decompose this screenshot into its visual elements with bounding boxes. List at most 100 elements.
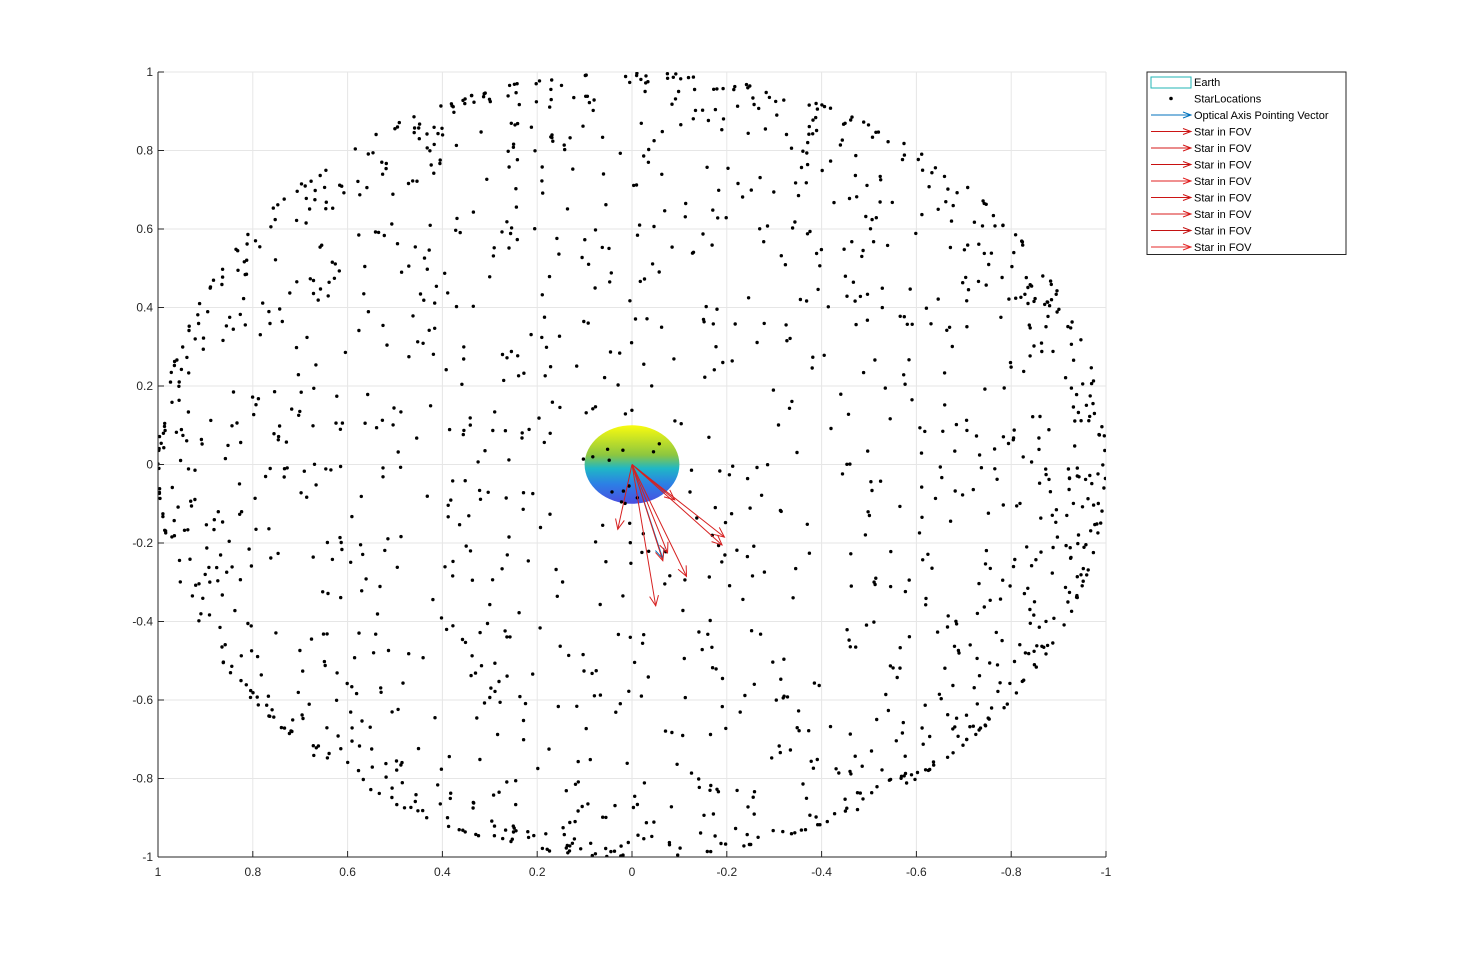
star-point: [278, 307, 282, 311]
star-point: [1034, 665, 1039, 669]
star-point: [356, 179, 360, 184]
star-point: [228, 671, 233, 675]
star-point: [460, 382, 464, 386]
star-point: [744, 82, 749, 87]
star-point: [763, 127, 768, 131]
star-point: [163, 428, 167, 433]
legend-entry: Star in FOV: [1151, 193, 1252, 205]
star-point: [1018, 643, 1022, 647]
star-point: [517, 611, 521, 615]
star-point: [885, 243, 890, 248]
star-point: [340, 547, 344, 552]
star-point: [371, 651, 376, 655]
star-point: [775, 113, 779, 117]
star-point: [907, 358, 911, 362]
star-point: [284, 440, 289, 444]
star-point: [425, 132, 429, 136]
star-point: [789, 832, 794, 836]
star-point: [840, 472, 845, 476]
star-point: [226, 443, 230, 448]
y-tick-label: 0.2: [136, 379, 153, 393]
star-point: [711, 812, 716, 816]
star-point: [902, 774, 906, 778]
legend-label: Earth: [1194, 77, 1220, 89]
star-point: [380, 160, 384, 164]
star-point: [176, 505, 180, 509]
legend-arrow-head: [1182, 210, 1193, 218]
star-point: [899, 774, 904, 778]
star-point: [179, 427, 184, 432]
star-point: [412, 130, 416, 135]
star-point: [854, 153, 858, 158]
star-point: [814, 101, 818, 106]
star-point: [467, 514, 471, 518]
star-point: [563, 147, 567, 152]
star-point: [390, 710, 394, 714]
star-point: [431, 352, 436, 356]
star-point: [600, 135, 605, 139]
star-point: [245, 242, 249, 246]
star-point: [1055, 289, 1059, 293]
y-tick-label: -0.2: [132, 536, 153, 550]
star-point: [511, 824, 515, 828]
star-point: [1027, 651, 1031, 656]
star-point: [815, 107, 820, 111]
star-point: [249, 564, 254, 568]
star-point: [848, 732, 852, 736]
star-point: [902, 153, 907, 157]
star-point: [623, 412, 628, 416]
star-point: [923, 768, 928, 772]
star-point: [868, 227, 873, 231]
star-point: [716, 216, 720, 220]
star-point: [256, 397, 261, 401]
star-point: [242, 260, 246, 264]
star-in-fov-vector-shaft: [631, 464, 669, 553]
x-tick-label: 1: [155, 865, 162, 879]
star-point: [224, 324, 229, 328]
star-point: [339, 540, 343, 545]
star-point: [1054, 508, 1059, 512]
star-point: [532, 833, 536, 838]
star-point: [721, 360, 725, 365]
star-point: [432, 142, 436, 147]
star-point: [955, 191, 959, 195]
star-point: [855, 807, 860, 812]
star-point: [447, 754, 451, 759]
star-point: [581, 457, 586, 461]
star-point: [688, 490, 692, 494]
star-point: [452, 110, 456, 115]
star-point: [186, 528, 190, 532]
star-point: [1031, 415, 1035, 419]
star-point: [961, 281, 965, 285]
star-point: [921, 742, 925, 746]
star-point: [986, 511, 991, 515]
star-point: [415, 179, 419, 183]
star-point: [518, 694, 522, 699]
star-point: [1079, 573, 1083, 577]
star-point: [875, 785, 879, 789]
star-point: [1037, 625, 1042, 629]
star-point: [903, 589, 908, 594]
star-point: [335, 394, 339, 398]
star-point: [338, 535, 342, 540]
star-point: [311, 744, 315, 748]
star-point: [421, 341, 425, 345]
star-point: [643, 89, 647, 94]
star-point: [554, 567, 558, 572]
star-point: [243, 272, 247, 277]
legend-label: Star in FOV: [1194, 226, 1252, 238]
star-point: [575, 704, 579, 708]
star-point: [954, 622, 959, 626]
star-point: [158, 491, 162, 496]
star-point: [187, 328, 191, 333]
star-point: [485, 621, 490, 626]
star-point: [808, 813, 812, 817]
star-in-fov-vector: [631, 464, 723, 546]
star-point: [975, 611, 980, 616]
star-point: [939, 697, 943, 701]
star-point: [608, 350, 613, 354]
star-point: [870, 135, 875, 139]
star-point: [161, 514, 165, 519]
star-point: [888, 584, 893, 589]
star-in-fov-vector-head: [677, 565, 688, 578]
